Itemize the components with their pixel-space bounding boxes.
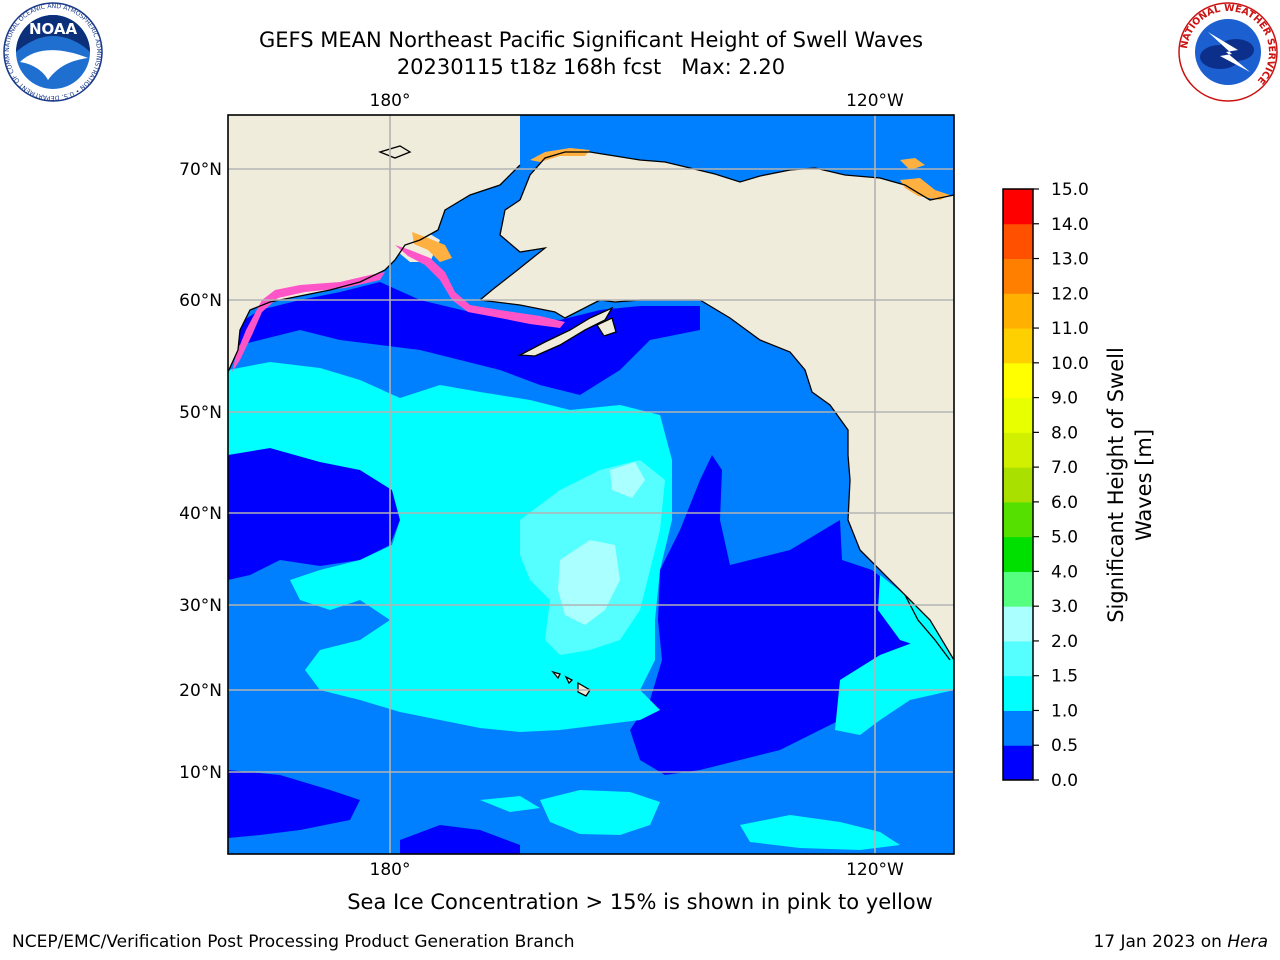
land-alaska [480,115,954,660]
coastline-alaska-peninsula [517,306,614,357]
colorbar-tick-label: 5.0 [1051,528,1078,548]
colorbar-tick-label: 3.0 [1051,597,1078,617]
coastline-arctic-alaska [519,151,954,201]
colorbar-segment [1003,640,1033,677]
lat-label-20n: 20°N [179,681,222,701]
colorbar-tick-label: 15.0 [1051,180,1089,200]
colorbar-tick-label: 11.0 [1051,319,1089,339]
colorbar-segment [1003,745,1033,781]
lon-label-top-180: 180° [370,91,411,111]
colorbar-segment [1003,675,1033,711]
colorbar-tick-label: 2.0 [1051,632,1078,652]
footer-credit: NCEP/EMC/Verification Post Processing Pr… [12,932,575,952]
colorbar-tick-label: 9.0 [1051,389,1078,409]
colorbar-tick-label: 8.0 [1051,423,1078,443]
chart-subtitle: 20230115 t18z 168h fcst Max: 2.20 [396,55,786,79]
wave-region-0-0.5-south [228,770,360,838]
colorbar-segment [1003,432,1033,468]
colorbar-tick-label: 1.5 [1051,667,1078,687]
sea-ice-pink-bering [395,245,565,328]
colorbar-segment [1003,571,1033,607]
land-siberia [228,115,520,372]
chart-title: GEFS MEAN Northeast Pacific Significant … [258,28,924,52]
colorbar-segment [1003,710,1033,746]
colorbar-tick-label: 13.0 [1051,250,1089,270]
colorbar-tick-label: 1.0 [1051,701,1078,721]
colorbar-segment [1003,362,1033,399]
lat-label-40n: 40°N [179,504,222,524]
lat-label-50n: 50°N [179,403,222,423]
graticule [228,115,954,854]
wave-region-1-1.5-south-a [540,790,660,835]
colorbar-segment [1003,293,1033,329]
colorbar-segment [1003,189,1033,225]
colorbar-ticks: 0.0 0.5 1.0 1.5 2.0 3.0 4.0 5.0 6.0 7.0 8.0 9.0 10.0… [1033,180,1089,791]
coastline-baja [904,594,951,661]
wave-region-1-1.5-eastern [835,640,954,735]
coastline-siberia [228,164,521,373]
coastline-alaska [478,199,954,661]
wave-region-2-3 [558,540,620,625]
lon-label-top-120w: 120°W [846,91,904,111]
colorbar-tick-label: 14.0 [1051,215,1089,235]
colorbar-tick-label: 0.5 [1051,736,1078,756]
colorbar-label-line1: Significant Height of Swell [1104,347,1128,623]
map-frame [227,114,955,855]
wave-region-0-0.5-east [630,455,954,775]
coastline-kodiak [596,317,617,337]
colorbar-segment [1003,397,1033,433]
sea-ice-pink-kamchatka [232,272,385,372]
colorbar [1003,189,1033,781]
lon-label-bottom-120w: 120°W [846,860,904,880]
colorbar-segment [1003,223,1033,260]
footer-date-text: 17 Jan 2023 on [1093,932,1228,952]
lat-label-30n: 30°N [179,596,222,616]
lat-label-60n: 60°N [179,291,222,311]
lat-label-70n: 70°N [179,160,222,180]
colorbar-segment [1003,606,1033,642]
nws-logo-icon: NATIONAL WEATHER SERVICE [1178,2,1278,102]
lon-label-bottom-180: 180° [370,860,411,880]
wave-region-0-0.5-aleutian [228,282,700,395]
coastline-hawaii [551,670,591,697]
coastlines [228,145,954,697]
colorbar-tick-label: 0.0 [1051,771,1078,791]
wave-region-1-1.5-south-c [480,796,540,812]
footer-date: 17 Jan 2023 on Hera [1093,932,1268,952]
sea-ice-note: Sea Ice Concentration > 15% is shown in … [347,890,933,914]
noaa-logo-icon: NATIONAL OCEANIC AND ATMOSPHERIC ADMINIS… [2,2,103,102]
colorbar-tick-label: 10.0 [1051,354,1089,374]
wave-region-0-0.5-south2 [400,825,520,854]
wave-region-2-3-small [610,462,645,498]
colorbar-tick-label: 6.0 [1051,493,1078,513]
wave-region-1-1.5-south-b [740,815,900,850]
colorbar-segment [1003,467,1033,503]
noaa-logo-text: NOAA [29,20,78,38]
colorbar-segment [1003,501,1033,538]
colorbar-tick-label: 12.0 [1051,284,1089,304]
lat-label-10n: 10°N [179,763,222,783]
map-area [228,115,954,854]
wave-region-0-0.5-west [228,448,400,580]
colorbar-segment [1003,258,1033,294]
colorbar-segment [1003,328,1033,364]
colorbar-frame [1002,188,1034,781]
colorbar-label-line2: Waves [m] [1132,429,1156,541]
footer-host: Hera [1227,932,1268,952]
colorbar-segment [1003,536,1033,572]
colorbar-tick-label: 4.0 [1051,562,1078,582]
colorbar-tick-label: 7.0 [1051,458,1078,478]
